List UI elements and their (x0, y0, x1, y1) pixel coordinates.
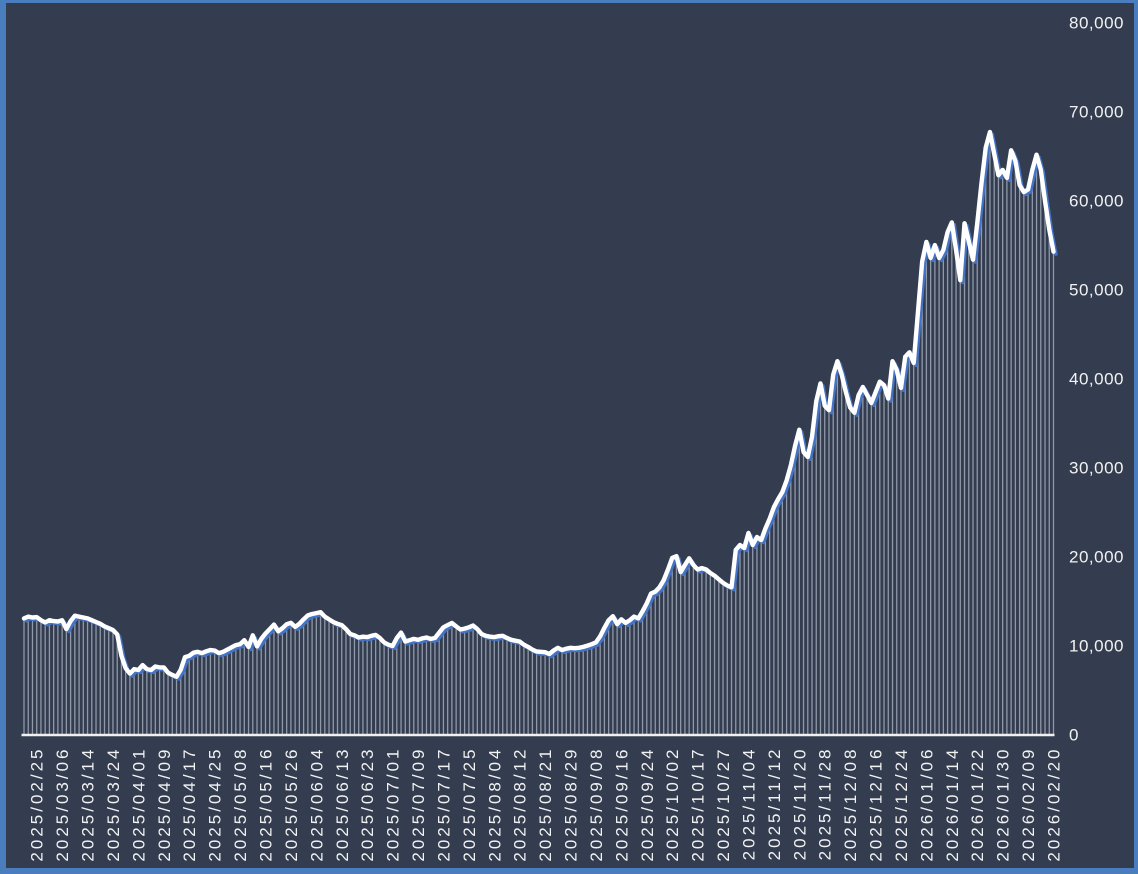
x-tick-label: 2025/07/25 (460, 747, 479, 862)
y-tick-label: 20,000 (1069, 548, 1124, 567)
x-tick-label: 2025/07/17 (434, 747, 453, 862)
y-tick-label: 40,000 (1069, 370, 1124, 389)
y-tick-label: 0 (1069, 726, 1079, 745)
y-tick-label: 10,000 (1069, 637, 1124, 656)
x-tick-label: 2025/07/01 (384, 747, 403, 862)
x-tick-label: 2025/08/21 (536, 747, 555, 862)
y-tick-label: 60,000 (1069, 192, 1124, 211)
x-tick-label: 2025/04/09 (155, 747, 174, 862)
y-axis-labels: 0 10,000 20,000 30,000 40,000 50,000 60,000 70,… (1069, 14, 1124, 745)
x-tick-label: 2026/02/20 (1045, 747, 1064, 862)
y-tick-label: 50,000 (1069, 281, 1124, 300)
x-tick-label: 2025/02/25 (28, 747, 47, 862)
x-tick-label: 2025/07/09 (409, 747, 428, 862)
x-axis-labels: 2025/02/25 2025/03/06 2025/03/14 2025/03/24… (28, 746, 1064, 861)
x-tick-label: 2025/12/24 (892, 747, 911, 862)
x-tick-label: 2025/06/23 (358, 747, 377, 862)
x-tick-label: 2025/05/08 (231, 747, 250, 862)
series-main-line (21, 129, 1056, 679)
x-tick-label: 2025/11/28 (816, 747, 835, 861)
x-tick-label: 2025/08/12 (511, 747, 530, 862)
x-tick-label: 2025/05/16 (256, 747, 275, 862)
x-tick-label: 2025/11/04 (739, 747, 758, 861)
x-tick-label: 2025/04/01 (129, 747, 148, 862)
x-tick-label: 2025/10/02 (663, 747, 682, 862)
y-tick-label: 30,000 (1069, 459, 1124, 478)
drop-lines (23, 133, 1055, 734)
x-tick-label: 2026/01/22 (968, 747, 987, 862)
x-tick-label: 2025/12/16 (867, 747, 886, 862)
x-tick-label: 2025/08/04 (485, 747, 504, 862)
x-tick-label: 2025/04/17 (180, 747, 199, 862)
x-tick-label: 2025/09/16 (612, 747, 631, 862)
x-tick-label: 2025/09/24 (638, 747, 657, 862)
y-tick-label: 70,000 (1069, 103, 1124, 122)
x-tick-label: 2025/10/27 (714, 747, 733, 862)
x-tick-label: 2025/04/25 (206, 747, 225, 862)
x-tick-label: 2025/10/17 (689, 747, 708, 862)
x-tick-label: 2025/09/08 (587, 747, 606, 862)
x-tick-label: 2025/03/14 (79, 747, 98, 862)
x-tick-label: 2025/05/26 (282, 747, 301, 862)
x-tick-label: 2026/01/14 (943, 747, 962, 862)
x-tick-label: 2026/01/06 (917, 747, 936, 862)
x-tick-label: 2025/03/24 (104, 747, 123, 862)
x-tick-label: 2025/06/04 (307, 747, 326, 862)
x-tick-label: 2026/01/30 (994, 746, 1013, 861)
x-tick-label: 2025/03/06 (53, 747, 72, 862)
x-tick-label: 2025/11/12 (765, 747, 784, 861)
x-tick-label: 2025/12/08 (841, 747, 860, 862)
x-tick-label: 2026/02/09 (1019, 747, 1038, 862)
x-tick-label: 2025/11/20 (790, 747, 809, 861)
x-tick-label: 2025/08/29 (562, 747, 581, 862)
x-tick-label: 2025/06/13 (333, 747, 352, 862)
y-tick-label: 80,000 (1069, 14, 1124, 33)
